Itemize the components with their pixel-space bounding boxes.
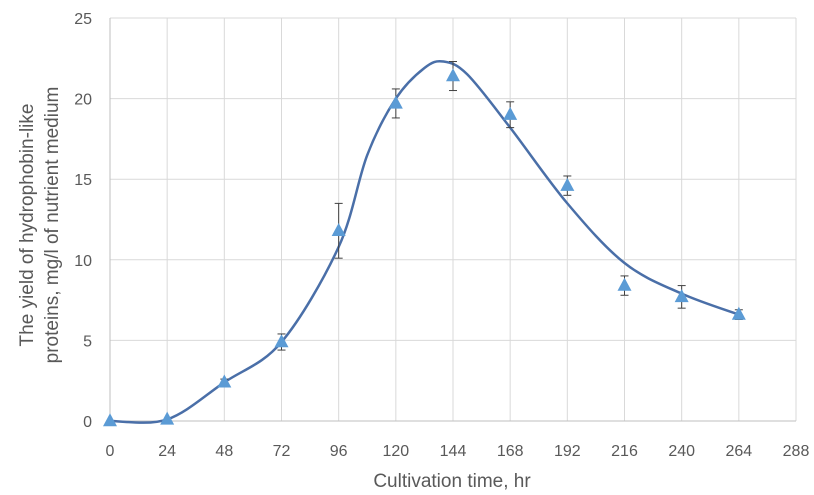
data-points (103, 68, 746, 427)
y-axis-title: The yield of hydrophobin-like proteins, … (17, 87, 63, 364)
x-tick-label: 96 (330, 443, 348, 460)
x-tick-label: 48 (215, 443, 233, 460)
y-axis-title-line-2: proteins, mg/l of nutrient medium (42, 87, 63, 364)
x-tick-label: 240 (668, 443, 695, 460)
data-point (674, 289, 689, 303)
data-point (160, 411, 175, 425)
x-tick-label: 120 (382, 443, 409, 460)
x-tick-label: 72 (273, 443, 291, 460)
data-point (103, 413, 117, 427)
x-tick-label: 0 (106, 443, 115, 460)
x-axis-title: Cultivation time, hr (373, 471, 531, 492)
x-tick-label: 288 (783, 443, 810, 460)
trend-line (109, 59, 740, 424)
x-tick-label: 216 (611, 443, 638, 460)
y-tick-label: 5 (83, 333, 92, 350)
data-point (331, 222, 346, 236)
y-tick-label: 15 (74, 172, 92, 189)
data-point (617, 277, 632, 291)
y-axis-title-line-1: The yield of hydrophobin-like (17, 104, 38, 347)
y-tick-label: 25 (74, 11, 92, 28)
y-tick-label: 10 (74, 253, 92, 270)
data-point (503, 106, 518, 120)
error-bars (220, 61, 743, 387)
x-tick-labels: 0 24 48 72 96 120 144 168 192 216 240 264 288 (106, 443, 810, 460)
y-tick-label: 20 (74, 92, 92, 109)
y-tick-labels: 0 5 10 15 20 25 (74, 11, 92, 431)
x-tick-label: 168 (497, 443, 524, 460)
x-tick-label: 192 (554, 443, 581, 460)
data-point (446, 68, 460, 82)
data-point (388, 95, 403, 109)
x-tick-label: 264 (725, 443, 752, 460)
data-point (560, 177, 575, 191)
data-point (217, 374, 232, 388)
x-tick-label: 144 (440, 443, 467, 460)
data-point (731, 306, 746, 320)
y-tick-label: 0 (83, 414, 92, 431)
axes (109, 18, 796, 422)
data-point (274, 334, 289, 348)
x-tick-label: 24 (158, 443, 176, 460)
